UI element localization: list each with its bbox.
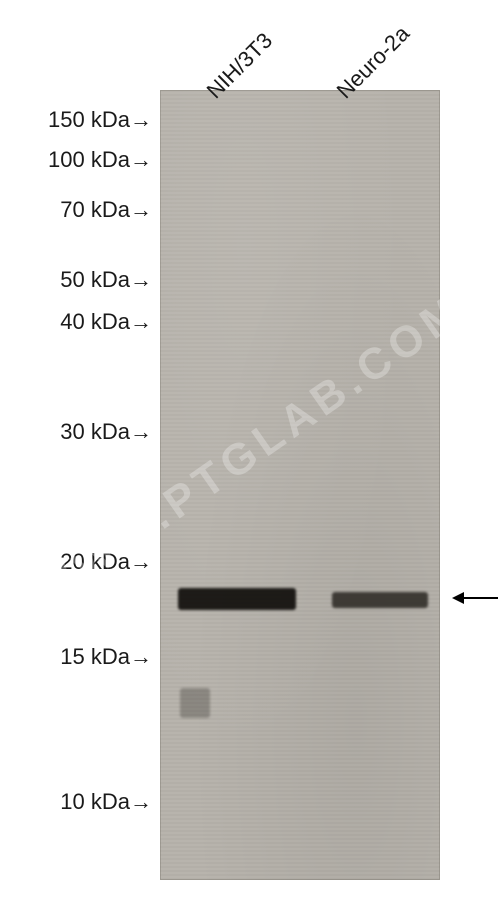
band-1 (332, 592, 428, 608)
mw-marker-7: 15 kDa→ (0, 644, 152, 670)
mw-marker-5: 30 kDa→ (0, 419, 152, 445)
mw-marker-1: 100 kDa→ (0, 147, 152, 173)
mw-marker-8: 10 kDa→ (0, 789, 152, 815)
arrow-head-icon (452, 592, 464, 604)
blot-membrane (160, 90, 440, 880)
arrow-shaft (464, 597, 498, 599)
mw-marker-2: 70 kDa→ (0, 197, 152, 223)
western-blot-figure: NIH/3T3Neuro-2a 150 kDa→100 kDa→70 kDa→5… (0, 0, 500, 903)
mw-marker-3: 50 kDa→ (0, 267, 152, 293)
mw-marker-4: 40 kDa→ (0, 309, 152, 335)
target-band-arrow (452, 592, 498, 604)
mw-marker-6: 20 kDa→ (0, 549, 152, 575)
mw-marker-0: 150 kDa→ (0, 107, 152, 133)
blot-background (160, 90, 440, 880)
band-2 (180, 688, 210, 718)
band-0 (178, 588, 296, 610)
